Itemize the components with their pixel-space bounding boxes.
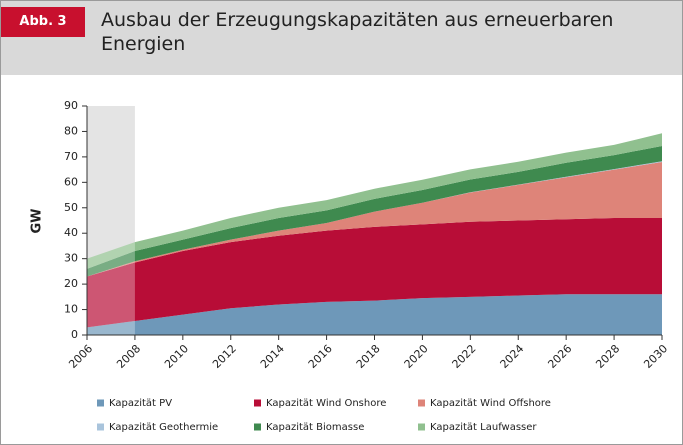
chart-title: Ausbau der Erzeugungskapazitäten aus ern… xyxy=(101,9,614,55)
x-tick-label: 2030 xyxy=(641,342,670,371)
legend-label: Kapazität Wind Onshore xyxy=(266,398,386,409)
y-tick-label: 60 xyxy=(64,175,78,188)
x-tick-label: 2006 xyxy=(66,342,95,371)
y-tick-label: 80 xyxy=(64,124,78,137)
y-tick-label: 10 xyxy=(64,303,78,316)
legend-label: Kapazität Geothermie xyxy=(109,422,218,433)
x-tick-label: 2008 xyxy=(114,342,143,371)
area xyxy=(87,217,662,328)
x-tick-label: 2014 xyxy=(258,342,287,371)
legend-label: Kapazität PV xyxy=(109,398,172,409)
area xyxy=(87,294,662,335)
area xyxy=(87,161,662,277)
shaded-overlay xyxy=(87,106,135,335)
x-tick-label: 2026 xyxy=(545,342,574,371)
y-axis-label: GW xyxy=(30,208,45,233)
legend-swatch xyxy=(254,399,261,407)
y-tick-label: 70 xyxy=(64,150,78,163)
x-tick-label: 2016 xyxy=(306,342,335,371)
x-tick-label: 2018 xyxy=(354,342,383,371)
figure-label: Abb. 3 xyxy=(1,7,85,37)
x-tick-label: 2010 xyxy=(162,342,191,371)
y-tick-label: 50 xyxy=(64,201,78,214)
legend-swatch xyxy=(254,423,261,431)
y-tick-label: 40 xyxy=(64,226,78,239)
x-tick-label: 2022 xyxy=(450,342,479,371)
legend-label: Kapazität Wind Offshore xyxy=(430,398,551,409)
x-tick-label: 2012 xyxy=(210,342,239,371)
x-tick-label: 2028 xyxy=(593,342,622,371)
legend-label: Kapazität Laufwasser xyxy=(430,422,537,433)
legend-swatch xyxy=(418,423,425,431)
header: Abb. 3 Ausbau der Erzeugungskapazitäten … xyxy=(1,1,682,75)
area xyxy=(87,145,662,277)
legend-swatch xyxy=(97,423,104,431)
y-tick-label: 0 xyxy=(71,328,78,341)
legend-label: Kapazität Biomasse xyxy=(266,422,364,433)
legend-swatch xyxy=(418,399,425,407)
x-tick-label: 2024 xyxy=(498,342,527,371)
y-tick-label: 20 xyxy=(64,277,78,290)
area xyxy=(87,133,662,269)
legend-swatch xyxy=(97,399,104,407)
x-tick-label: 2020 xyxy=(402,342,431,371)
y-tick-label: 30 xyxy=(64,252,78,265)
y-tick-label: 90 xyxy=(64,99,78,112)
